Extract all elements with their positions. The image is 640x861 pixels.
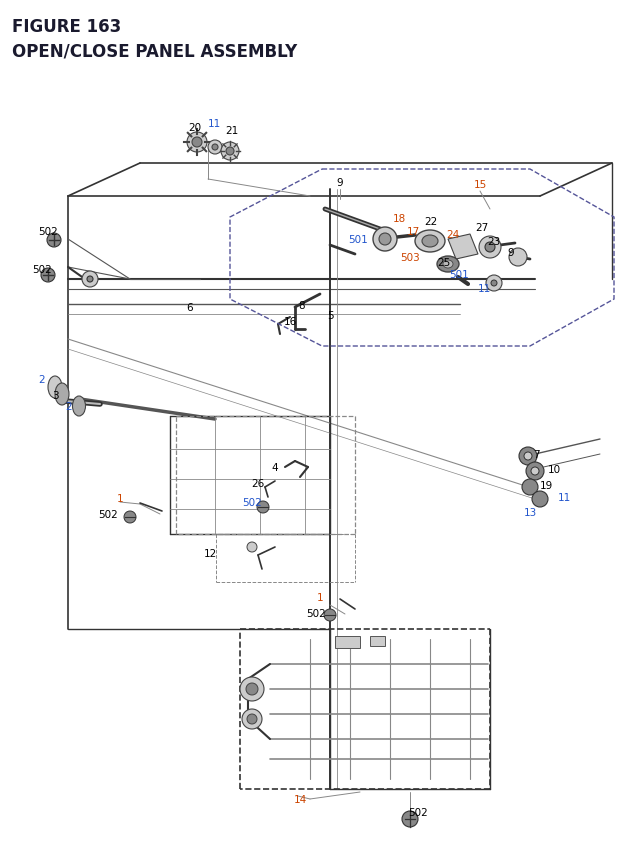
Ellipse shape — [55, 383, 69, 406]
Text: 502: 502 — [32, 264, 52, 275]
Circle shape — [485, 243, 495, 253]
Text: 23: 23 — [488, 237, 500, 247]
Bar — [335, 636, 360, 648]
Text: 11: 11 — [207, 119, 221, 129]
Circle shape — [82, 272, 98, 288]
Circle shape — [324, 610, 336, 622]
Text: 24: 24 — [446, 230, 460, 239]
Text: 1: 1 — [116, 493, 124, 504]
Circle shape — [479, 237, 501, 258]
Circle shape — [221, 143, 239, 161]
Ellipse shape — [443, 261, 453, 269]
Text: 27: 27 — [476, 223, 488, 232]
Text: 20: 20 — [188, 123, 202, 133]
Text: 26: 26 — [252, 479, 264, 488]
Text: 14: 14 — [293, 794, 307, 804]
Text: 25: 25 — [437, 257, 451, 268]
Circle shape — [192, 138, 202, 148]
Circle shape — [532, 492, 548, 507]
Circle shape — [491, 281, 497, 287]
Text: 7: 7 — [533, 449, 540, 460]
Circle shape — [373, 228, 397, 251]
Circle shape — [519, 448, 537, 466]
Circle shape — [379, 233, 391, 245]
Circle shape — [522, 480, 538, 495]
Text: 4: 4 — [272, 462, 278, 473]
Circle shape — [41, 269, 55, 282]
Text: 502: 502 — [306, 608, 326, 618]
Polygon shape — [448, 235, 478, 260]
Circle shape — [486, 276, 502, 292]
Circle shape — [240, 678, 264, 701]
Bar — [370, 636, 385, 647]
Circle shape — [247, 542, 257, 553]
Circle shape — [47, 233, 61, 248]
Circle shape — [124, 511, 136, 523]
Text: 502: 502 — [98, 510, 118, 519]
Text: 11: 11 — [558, 492, 572, 503]
Circle shape — [208, 141, 222, 155]
Circle shape — [226, 148, 234, 156]
Text: 13: 13 — [524, 507, 537, 517]
Text: 22: 22 — [424, 217, 438, 226]
Ellipse shape — [415, 231, 445, 253]
Circle shape — [212, 145, 218, 151]
Text: 2: 2 — [65, 401, 72, 412]
Text: 9: 9 — [337, 177, 343, 188]
Circle shape — [531, 468, 539, 475]
Text: 502: 502 — [242, 498, 262, 507]
Circle shape — [257, 501, 269, 513]
Text: 16: 16 — [284, 317, 296, 326]
Circle shape — [187, 133, 207, 152]
Text: 19: 19 — [540, 480, 553, 491]
Text: 1: 1 — [317, 592, 323, 603]
Circle shape — [87, 276, 93, 282]
Circle shape — [509, 249, 527, 267]
Circle shape — [246, 684, 258, 695]
Circle shape — [526, 462, 544, 480]
Text: 15: 15 — [474, 180, 486, 189]
Ellipse shape — [437, 257, 459, 273]
Text: 6: 6 — [187, 303, 193, 313]
Circle shape — [242, 709, 262, 729]
Text: 18: 18 — [392, 214, 406, 224]
Text: 3: 3 — [52, 391, 59, 400]
Circle shape — [247, 714, 257, 724]
Circle shape — [402, 811, 418, 827]
Text: FIGURE 163: FIGURE 163 — [12, 18, 121, 36]
Text: 5: 5 — [326, 311, 333, 320]
Text: 21: 21 — [225, 126, 239, 136]
Text: 502: 502 — [38, 226, 58, 237]
Circle shape — [524, 453, 532, 461]
Text: 17: 17 — [406, 226, 420, 237]
Text: 12: 12 — [204, 548, 216, 558]
Text: OPEN/CLOSE PANEL ASSEMBLY: OPEN/CLOSE PANEL ASSEMBLY — [12, 42, 297, 60]
Text: 503: 503 — [400, 253, 420, 263]
Text: 501: 501 — [348, 235, 368, 245]
Text: 9: 9 — [508, 248, 515, 257]
Ellipse shape — [72, 397, 86, 417]
Ellipse shape — [48, 376, 62, 399]
Ellipse shape — [422, 236, 438, 248]
Text: 10: 10 — [548, 464, 561, 474]
Text: 8: 8 — [299, 300, 305, 311]
Text: 2: 2 — [38, 375, 45, 385]
Text: 502: 502 — [408, 807, 428, 817]
Text: 11: 11 — [477, 283, 491, 294]
Text: 501: 501 — [449, 269, 469, 280]
